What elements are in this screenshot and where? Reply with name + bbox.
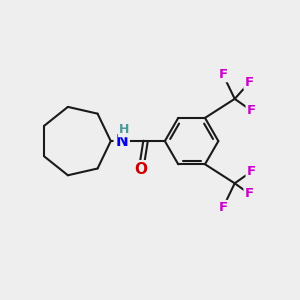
Text: O: O: [135, 162, 148, 177]
Text: F: F: [247, 104, 256, 117]
Text: H: H: [119, 123, 129, 136]
Text: F: F: [218, 68, 227, 81]
Text: F: F: [245, 76, 254, 89]
Text: F: F: [245, 188, 254, 200]
Text: N: N: [116, 134, 128, 148]
Text: F: F: [247, 165, 256, 178]
Text: F: F: [218, 202, 227, 214]
